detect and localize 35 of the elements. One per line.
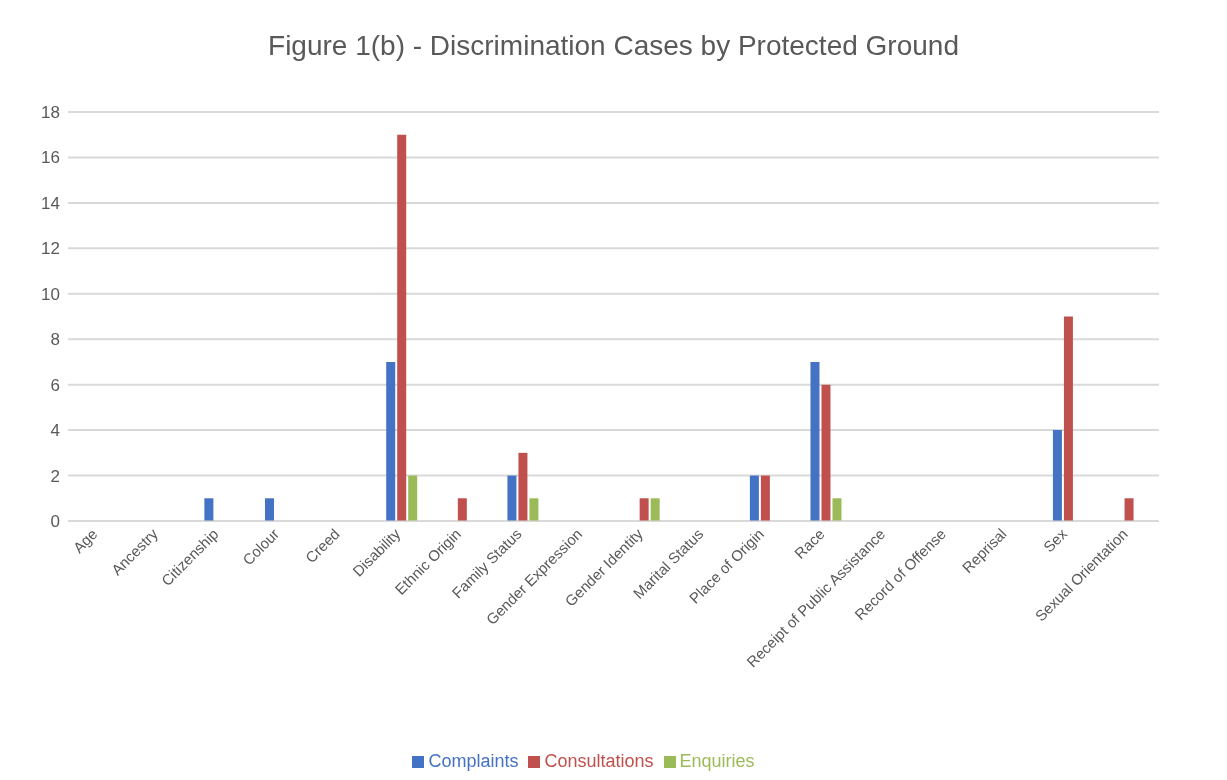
chart-title: Figure 1(b) - Discrimination Cases by Protected Ground	[267, 29, 960, 63]
y-tick-label: 14	[41, 193, 60, 213]
bar	[204, 498, 214, 521]
bar	[518, 452, 528, 521]
bar	[397, 134, 407, 521]
bar	[650, 498, 660, 521]
x-tick-label: Age	[69, 525, 101, 556]
bar	[507, 475, 517, 521]
legend-label: Enquiries	[679, 751, 755, 771]
legend-label: Consultations	[544, 751, 654, 771]
y-tick-label: 16	[41, 148, 60, 168]
bar	[1063, 316, 1073, 521]
y-tick-label: 8	[50, 330, 60, 350]
bar	[760, 475, 770, 521]
bar	[1124, 498, 1134, 521]
bar	[457, 498, 467, 521]
bar	[832, 498, 842, 521]
bar	[639, 498, 649, 521]
y-tick-label: 12	[41, 239, 60, 259]
bar	[810, 361, 820, 521]
bar	[821, 384, 831, 521]
bar	[386, 361, 396, 521]
y-tick-label: 4	[50, 421, 60, 441]
bar	[529, 498, 539, 521]
y-tick-label: 10	[41, 284, 60, 304]
y-tick-label: 2	[50, 466, 60, 486]
bar	[1052, 430, 1062, 521]
bar	[408, 475, 418, 521]
bar	[749, 475, 759, 521]
bar	[264, 498, 274, 521]
legend-label: Complaints	[428, 751, 519, 771]
y-tick-label: 18	[41, 103, 60, 123]
x-tick-label: Sex	[1039, 524, 1071, 556]
y-tick-label: 0	[50, 512, 60, 532]
y-tick-label: 6	[50, 375, 60, 395]
